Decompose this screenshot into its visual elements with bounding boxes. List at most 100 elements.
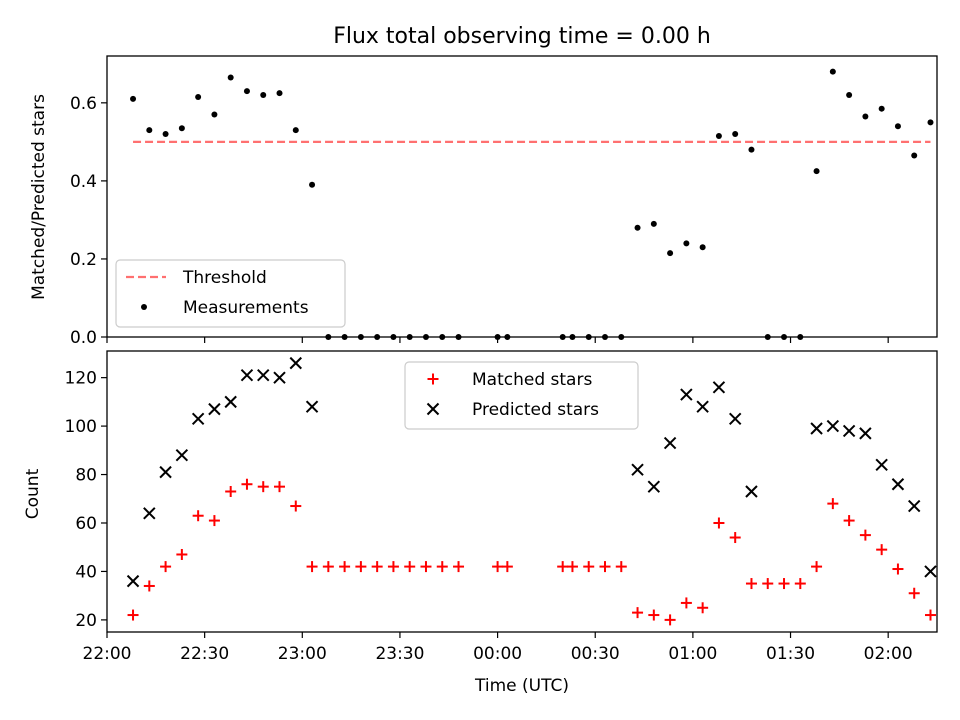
x-tick-label: 23:00 <box>278 644 327 664</box>
measurement-point <box>162 131 169 138</box>
measurement-point <box>634 224 641 231</box>
matched-stars-point <box>339 561 351 573</box>
ratio-panel: 0.0 0.2 0.4 0.6 Threshold Measurements <box>70 55 938 348</box>
matched-stars-point <box>794 578 806 590</box>
matched-stars-point <box>143 580 155 592</box>
matched-stars-point <box>160 561 172 573</box>
predicted-stars-point <box>859 427 872 440</box>
matched-stars-point <box>729 532 741 544</box>
matched-stars-point <box>436 561 448 573</box>
predicted-stars-point <box>305 400 319 413</box>
matched-stars-point <box>557 561 569 573</box>
predicted-stars-point <box>257 369 270 382</box>
measurement-point <box>146 127 153 134</box>
y-tick-label: 40 <box>75 562 97 582</box>
predicted-stars-point <box>273 371 286 384</box>
matched-stars-point <box>811 561 823 573</box>
measurement-point <box>309 181 316 188</box>
x-tick-label: 22:00 <box>83 644 132 664</box>
top-y-axis-label: Matched/Predicted stars <box>29 94 49 300</box>
matched-stars-point <box>648 609 660 621</box>
legend-box <box>404 361 639 430</box>
measurement-point <box>894 123 901 130</box>
predicted-stars-point <box>647 480 661 493</box>
measurement-point <box>911 152 918 159</box>
matched-stars-point <box>566 561 578 573</box>
x-tick-label: 22:30 <box>180 644 229 664</box>
matched-stars-point <box>599 561 611 573</box>
x-tick-label: 00:30 <box>571 644 620 664</box>
measurement-point <box>732 131 739 138</box>
predicted-stars-point <box>175 448 189 462</box>
matched-stars-point <box>306 561 318 573</box>
measurement-point <box>683 240 690 247</box>
legend-predicted-swatch <box>426 402 440 416</box>
predicted-stars-point <box>126 574 140 588</box>
matched-stars-point <box>453 561 465 573</box>
predicted-stars-point <box>191 412 205 426</box>
matched-stars-point <box>680 597 692 609</box>
legend: Threshold Measurements <box>115 259 346 328</box>
predicted-stars-point <box>891 478 905 491</box>
matched-stars-point <box>632 607 644 619</box>
predicted-stars-point <box>745 485 758 498</box>
matched-stars-point <box>208 515 220 527</box>
measurement-point <box>211 111 218 118</box>
matched-stars-point <box>664 614 676 626</box>
measurement-point <box>195 93 202 100</box>
predicted-stars-point <box>143 507 156 520</box>
measurement-point <box>862 113 869 120</box>
matched-stars-point <box>290 500 302 512</box>
measurement-point <box>748 146 755 153</box>
measurement-point <box>292 127 299 134</box>
predicted-stars-point <box>289 356 302 370</box>
matched-stars-point <box>876 544 888 556</box>
measurement-point <box>715 133 722 140</box>
matched-stars-point <box>583 561 595 573</box>
predicted-stars-point <box>208 402 221 416</box>
legend-label: Predicted stars <box>472 400 599 420</box>
y-tick-label: 20 <box>75 611 97 631</box>
matched-stars-point <box>355 561 367 573</box>
matched-stars-point <box>843 515 855 527</box>
x-tick-label: 00:00 <box>473 644 522 664</box>
plot-frame <box>106 350 938 633</box>
predicted-stars-point <box>159 465 172 479</box>
count-panel: 20 40 60 80 100 120 22:00 22:30 23:00 23:30 00:00 0… <box>65 350 938 664</box>
predicted-stars-point <box>728 412 742 426</box>
predicted-stars-point <box>908 499 921 513</box>
measurement-point <box>650 220 657 227</box>
predicted-stars-point <box>875 458 888 472</box>
predicted-stars-point <box>696 400 709 413</box>
matched-stars-point <box>176 548 188 560</box>
matched-stars-point <box>257 481 269 493</box>
y-tick-label: 80 <box>75 466 97 486</box>
predicted-stars-point <box>631 463 644 476</box>
matched-stars-point <box>778 578 790 590</box>
matched-stars-point <box>745 578 757 590</box>
matched-stars-point <box>274 481 286 493</box>
predicted-stars-point <box>663 436 677 450</box>
y-tick-label: 0.2 <box>70 250 97 270</box>
measurement-point <box>276 90 283 97</box>
plot-frame <box>106 55 938 338</box>
y-tick-label: 0.6 <box>70 94 97 114</box>
legend-label: Measurements <box>183 298 309 318</box>
measurement-point <box>243 88 250 95</box>
chart-title: Flux total observing time = 0.00 h <box>333 24 711 49</box>
matched-stars-point <box>371 561 383 573</box>
measurement-point <box>878 105 885 112</box>
matched-stars-point <box>908 587 920 599</box>
matched-stars-point <box>192 510 204 522</box>
y-tick-label: 120 <box>65 369 97 389</box>
matched-stars-point <box>225 486 237 497</box>
matched-stars-point <box>892 563 904 575</box>
measurement-point <box>667 250 674 257</box>
x-tick-label: 01:00 <box>668 644 717 664</box>
matched-stars-point <box>859 529 871 541</box>
measurement-point <box>227 74 234 81</box>
measurement-point <box>260 92 267 99</box>
matched-stars-point <box>127 609 139 621</box>
measurement-point <box>927 119 934 126</box>
